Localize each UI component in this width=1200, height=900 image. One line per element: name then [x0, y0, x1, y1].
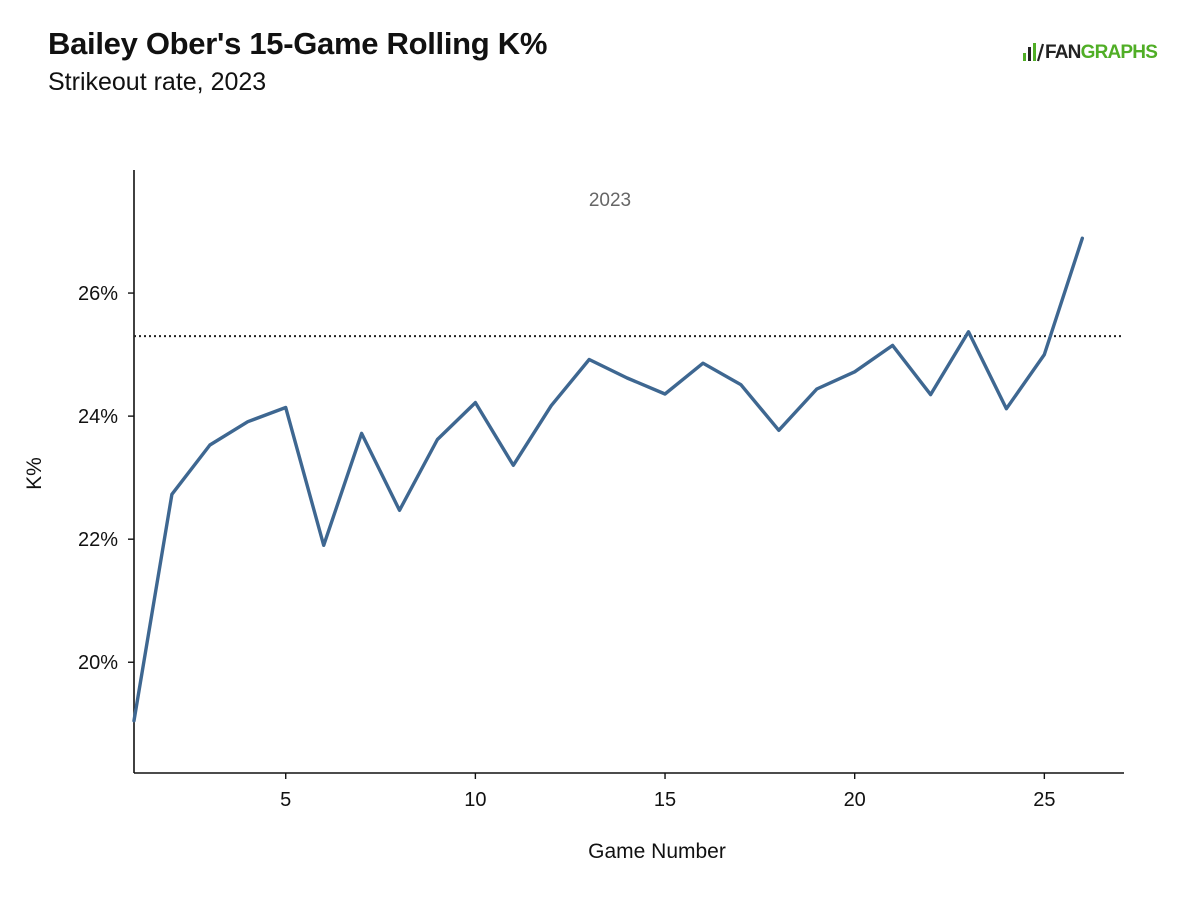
y-tick-label: 24% [78, 406, 118, 428]
logo-text-graphs: GRAPHS [1080, 41, 1158, 63]
x-tick-label: 20 [844, 789, 866, 811]
y-tick-label: 20% [78, 652, 118, 674]
x-tick-label: 10 [464, 789, 486, 811]
rolling-k-pct-line [132, 236, 1085, 723]
x-tick-label: 25 [1033, 789, 1055, 811]
y-tick-label: 22% [78, 529, 118, 551]
y-axis-title: K% [23, 457, 46, 490]
x-tick-label: 5 [280, 789, 291, 811]
chart-subtitle: Strikeout rate, 2023 [48, 68, 267, 96]
y-tick-label: 26% [78, 283, 118, 305]
fangraphs-logo[interactable]: FAN GRAPHS [1022, 40, 1158, 64]
x-tick-label: 15 [654, 789, 676, 811]
batter-icon [1023, 43, 1044, 62]
logo-text-fan: FAN [1045, 41, 1081, 63]
chart-title: Bailey Ober's 15-Game Rolling K% [48, 26, 548, 61]
x-axis-title: Game Number [588, 840, 726, 863]
panel-label: 2023 [589, 190, 631, 211]
